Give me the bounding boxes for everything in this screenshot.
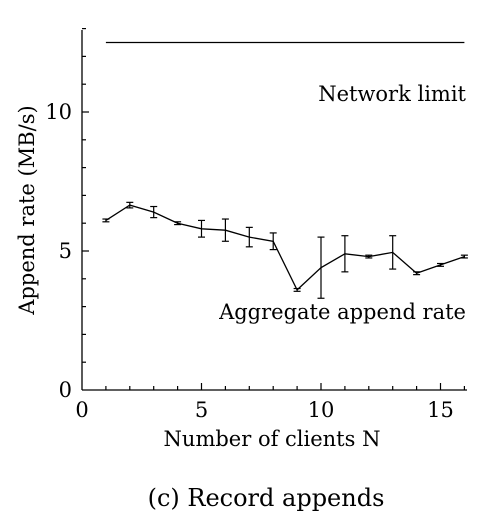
tick-labels: 0 5 10 15 0 5 10 — [45, 100, 454, 422]
error-bar — [437, 262, 444, 267]
error-bar — [413, 271, 421, 276]
series — [102, 41, 468, 299]
error-bar — [460, 254, 468, 259]
error-bar — [198, 219, 205, 238]
error-bar — [150, 205, 158, 219]
y-tick-label: 0 — [59, 378, 72, 402]
y-axis-title: Append rate (MB/s) — [15, 105, 39, 315]
error-bar — [269, 232, 277, 251]
y-tick-label: 5 — [59, 239, 72, 263]
aggregate-append-rate-line — [105, 204, 465, 291]
x-tick-label: 5 — [195, 398, 208, 422]
axes — [81, 30, 467, 391]
x-tick-label: 0 — [75, 398, 88, 422]
error-bar — [126, 201, 134, 209]
error-bar — [245, 226, 253, 248]
y-tick-label: 10 — [45, 100, 72, 124]
error-bar — [293, 287, 301, 292]
error-bar — [365, 254, 373, 259]
error-bar — [174, 221, 182, 226]
ticks — [82, 28, 465, 390]
figure-caption: (c) Record appends — [148, 484, 385, 512]
error-bar — [341, 235, 349, 273]
x-tick-label: 10 — [308, 398, 335, 422]
x-tick-label: 15 — [427, 398, 454, 422]
error-bar — [317, 236, 325, 299]
error-bar — [389, 235, 397, 270]
error-bar — [221, 218, 229, 242]
x-axis-title: Number of clients N — [164, 427, 381, 451]
error-bar — [102, 218, 110, 223]
network-limit-label: Network limit — [318, 82, 466, 106]
aggregate-append-rate-label: Aggregate append rate — [218, 300, 466, 324]
